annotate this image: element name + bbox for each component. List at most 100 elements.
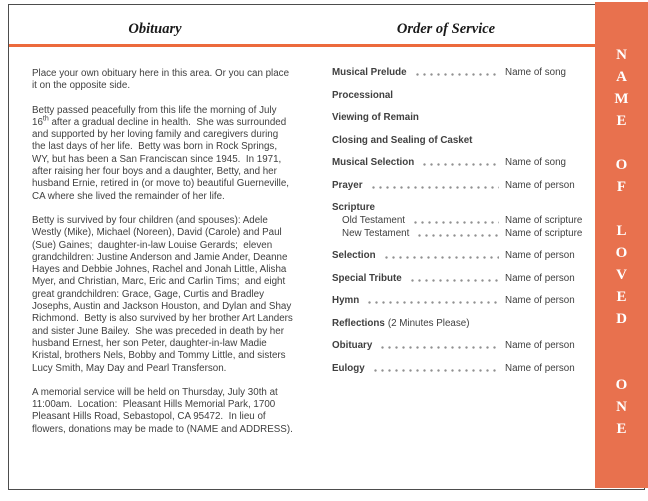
- service-row-main: Prayer: [332, 180, 505, 192]
- service-row: Special Tribute Name of person: [332, 273, 592, 285]
- sidebar-letter: N: [616, 399, 627, 415]
- sidebar-letter: A: [616, 69, 627, 85]
- service-item-label: Hymn: [332, 295, 360, 306]
- service-item-value: Name of person: [505, 250, 575, 261]
- service-item-note: (2 Minutes Please): [387, 317, 470, 329]
- service-row: Eulogy Name of person: [332, 363, 592, 375]
- dotted-leader: [366, 298, 499, 306]
- obituary-paragraph-family: Betty is survived by four children (and …: [32, 214, 293, 374]
- service-item-value: Name of person: [505, 362, 575, 374]
- service-row: Musical Selection Name of song: [332, 157, 592, 169]
- sidebar-letter: N: [616, 47, 627, 63]
- service-item-label: Prayer: [332, 179, 363, 191]
- obituary-life-text-continued: after a gradual decline in health. She w…: [32, 116, 292, 202]
- service-row: New Testament Name of scripture: [332, 228, 592, 240]
- service-row-main: Eulogy: [332, 363, 505, 375]
- page-border: [8, 4, 645, 490]
- dotted-leader: [413, 70, 499, 78]
- service-row-main: Musical Selection: [332, 157, 505, 169]
- service-item-value: Name of scripture: [505, 227, 583, 239]
- obituary-life-text: Betty passed peacefully from this life t…: [32, 104, 280, 128]
- service-item-label: Scripture: [332, 202, 376, 213]
- sidebar-letter: O: [615, 377, 628, 393]
- service-item-value: Name of song: [505, 67, 566, 78]
- service-row: Hymn Name of person: [332, 295, 592, 307]
- service-row-main: Scripture: [332, 202, 505, 214]
- service-row: Reflections (2 Minutes Please): [332, 318, 592, 330]
- sidebar-letter: O: [615, 245, 628, 261]
- service-item-value: Name of person: [505, 179, 575, 191]
- service-row-main: Old Testament: [332, 215, 505, 227]
- service-row-main: Closing and Sealing of Casket: [332, 135, 505, 147]
- service-row-main: Obituary: [332, 340, 505, 352]
- service-row: Closing and Sealing of Casket: [332, 135, 592, 147]
- service-row-main: Reflections (2 Minutes Please): [332, 318, 505, 330]
- service-item-label: Old Testament: [342, 215, 405, 226]
- order-of-service-list: Musical Prelude Name of song Processional V…: [332, 67, 592, 385]
- service-item-label: Obituary: [332, 340, 373, 351]
- obituary-paragraph-life: Betty passed peacefully from this life t…: [32, 105, 294, 203]
- sidebar-letter: F: [616, 179, 627, 195]
- sidebar-letter: E: [616, 421, 627, 437]
- service-row-main: Viewing of Remain: [332, 112, 505, 124]
- service-item-label: Eulogy: [332, 362, 365, 374]
- dotted-leader: [408, 275, 499, 284]
- order-of-service-section-title: Order of Service: [396, 21, 496, 37]
- service-row-main: New Testament: [332, 228, 505, 240]
- obituary-section-title: Obituary: [128, 21, 182, 37]
- dotted-leader: [369, 182, 499, 191]
- service-row-main: Special Tribute: [332, 273, 505, 285]
- service-item-label: Reflections: [332, 317, 385, 329]
- sidebar-letter: D: [616, 311, 627, 327]
- service-item-label: New Testament: [342, 227, 410, 239]
- ordinal-suffix: th: [42, 115, 49, 123]
- service-row: Viewing of Remain: [332, 112, 592, 124]
- dotted-leader: [382, 253, 499, 261]
- service-row: Obituary Name of person: [332, 340, 592, 352]
- service-item-value: Name of person: [505, 272, 575, 284]
- sidebar-letter: E: [616, 113, 627, 129]
- service-item-value: Name of person: [505, 340, 575, 351]
- service-item-label: Selection: [332, 250, 376, 261]
- service-item-label: Closing and Sealing of Casket: [332, 134, 473, 146]
- obituary-paragraph-service-details: A memorial service will be held on Thurs…: [32, 386, 293, 435]
- sidebar-letter: O: [615, 157, 628, 173]
- obituary-placeholder-paragraph: Place your own obituary here in this are…: [32, 68, 292, 92]
- service-row-main: Musical Prelude: [332, 67, 505, 79]
- service-row: Prayer Name of person: [332, 180, 592, 192]
- service-item-value: Name of song: [505, 157, 566, 168]
- service-row: Selection Name of person: [332, 250, 592, 262]
- service-item-value: Name of person: [505, 295, 575, 306]
- dotted-leader: [371, 365, 499, 374]
- service-item-label: Processional: [332, 89, 393, 101]
- service-row-main: Processional: [332, 90, 505, 102]
- service-row: Old Testament Name of scripture: [332, 215, 592, 227]
- service-item-label: Special Tribute: [332, 272, 402, 284]
- sidebar-letter: M: [614, 91, 629, 107]
- dotted-leader: [416, 230, 499, 239]
- service-row-main: Selection: [332, 250, 505, 262]
- dotted-leader: [421, 160, 499, 168]
- obituary-column: Place your own obituary here in this are…: [32, 68, 294, 448]
- dotted-leader: [379, 343, 499, 351]
- sidebar-letter: E: [616, 289, 627, 305]
- service-item-label: Musical Prelude: [332, 67, 407, 78]
- service-row: Musical Prelude Name of song: [332, 67, 592, 79]
- service-item-label: Viewing of Remain: [332, 112, 419, 123]
- sidebar-letter: L: [616, 223, 627, 239]
- service-item-label: Musical Selection: [332, 157, 415, 168]
- accent-rule: [9, 44, 595, 47]
- service-row: Processional: [332, 90, 592, 102]
- dotted-leader: [412, 218, 499, 226]
- service-item-value: Name of scripture: [505, 215, 583, 226]
- sidebar-letter: V: [616, 267, 627, 283]
- service-row: Scripture: [332, 202, 592, 214]
- service-row-main: Hymn: [332, 295, 505, 307]
